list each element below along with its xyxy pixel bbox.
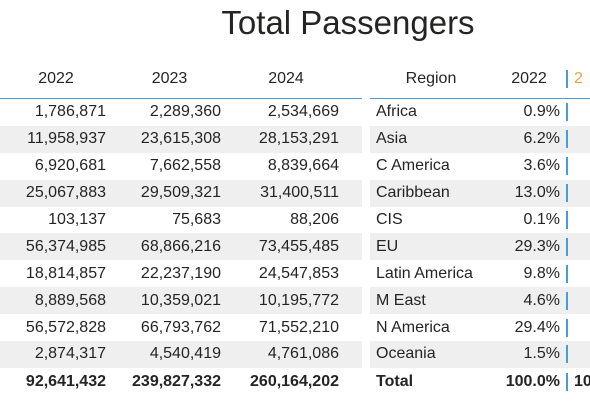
table-cell: 73,455,485 bbox=[258, 237, 339, 255]
table-row[interactable]: Oceania 1.5% bbox=[370, 341, 590, 368]
table-cell: 56,572,828 bbox=[25, 318, 106, 336]
table-header-row: Region 2022 2 bbox=[370, 60, 590, 99]
table-row[interactable]: 56,572,828 66,793,762 71,552,210 bbox=[0, 314, 362, 341]
table-row[interactable]: 18,814,857 22,237,190 24,547,853 bbox=[0, 260, 362, 287]
table-row[interactable]: C America 3.6% bbox=[370, 153, 590, 180]
table-row[interactable]: 1,786,871 2,289,360 2,534,669 bbox=[0, 99, 362, 126]
table-cell: 4,761,086 bbox=[267, 345, 339, 363]
table-row[interactable]: M East 4.6% bbox=[370, 287, 590, 315]
total-cell: 10 bbox=[574, 372, 590, 390]
table-row[interactable]: 56,374,985 68,866,216 73,455,485 bbox=[0, 233, 362, 261]
table-cell: 10,359,021 bbox=[140, 291, 221, 309]
total-cell: 92,641,432 bbox=[25, 372, 106, 390]
column-header-2022[interactable]: 2022 bbox=[38, 70, 74, 87]
table-cell: 2,874,317 bbox=[34, 345, 106, 363]
table-cell: 8,889,568 bbox=[34, 291, 106, 309]
table-cell: 24,547,853 bbox=[258, 264, 339, 282]
total-row: 92,641,432 239,827,332 260,164,202 bbox=[0, 368, 362, 396]
total-cell: 260,164,202 bbox=[250, 372, 339, 390]
share-cell: 1.5% bbox=[492, 345, 568, 364]
table-cell: 56,374,985 bbox=[25, 237, 106, 255]
column-header-2022[interactable]: 2022 bbox=[492, 70, 568, 88]
share-cell: 29.3% bbox=[492, 237, 568, 256]
table-row[interactable]: 103,137 75,683 88,206 bbox=[0, 207, 362, 234]
total-cell: 100.0% bbox=[492, 372, 568, 391]
page-title: Total Passengers bbox=[221, 4, 475, 41]
region-cell: C America bbox=[376, 157, 450, 175]
region-cell: CIS bbox=[376, 211, 403, 228]
table-cell: 75,683 bbox=[172, 211, 221, 228]
total-cell: 239,827,332 bbox=[132, 372, 221, 390]
total-row: Total 100.0% 10 bbox=[370, 368, 590, 396]
table-row[interactable]: Latin America 9.8% bbox=[370, 260, 590, 287]
table-cell: 6,920,681 bbox=[34, 157, 106, 175]
table-row[interactable]: 11,958,937 23,615,308 28,153,291 bbox=[0, 125, 362, 153]
table-header-row: 2022 2023 2024 bbox=[0, 60, 362, 99]
table-cell: 18,814,857 bbox=[25, 264, 106, 282]
table-row[interactable]: 6,920,681 7,662,558 8,839,664 bbox=[0, 153, 362, 180]
passenger-totals-table: 2022 2023 2024 1,786,871 2,289,360 2,534,6… bbox=[0, 60, 362, 396]
region-cell: M East bbox=[376, 291, 426, 309]
table-cell: 71,552,210 bbox=[258, 318, 339, 336]
total-label: Total bbox=[376, 372, 414, 390]
table-row[interactable]: EU 29.3% bbox=[370, 233, 590, 261]
column-header-2024[interactable]: 2024 bbox=[268, 70, 304, 87]
region-cell: Africa bbox=[376, 103, 417, 121]
region-cell: Asia bbox=[376, 130, 408, 148]
share-cell: 6.2% bbox=[492, 130, 568, 149]
table-cell: 68,866,216 bbox=[140, 237, 221, 255]
share-cell: 0.9% bbox=[492, 103, 568, 122]
region-cell: EU bbox=[376, 237, 399, 255]
share-cell: 3.6% bbox=[492, 157, 568, 176]
region-cell: Oceania bbox=[376, 345, 436, 363]
column-header-next-year[interactable]: 2 bbox=[574, 70, 583, 87]
table-cell: 66,793,762 bbox=[140, 318, 221, 336]
table-cell: 29,509,321 bbox=[140, 184, 221, 202]
share-cell: 9.8% bbox=[492, 264, 568, 283]
table-cell: 23,615,308 bbox=[140, 130, 221, 148]
table-cell: 7,662,558 bbox=[149, 157, 221, 175]
table-cell: 28,153,291 bbox=[258, 130, 339, 148]
table-cell: 22,237,190 bbox=[140, 264, 221, 282]
share-cell: 4.6% bbox=[492, 291, 568, 310]
region-cell: Caribbean bbox=[376, 184, 450, 202]
table-cell: 103,137 bbox=[48, 211, 106, 228]
table-cell: 2,289,360 bbox=[149, 103, 221, 121]
table-row[interactable]: Africa 0.9% bbox=[370, 99, 590, 126]
share-cell: 13.0% bbox=[492, 184, 568, 203]
table-cell: 88,206 bbox=[290, 211, 339, 228]
table-cell: 1,786,871 bbox=[34, 103, 106, 121]
column-header-2023[interactable]: 2023 bbox=[151, 70, 188, 87]
table-row[interactable]: Asia 6.2% bbox=[370, 125, 590, 153]
column-header-region[interactable]: Region bbox=[405, 70, 457, 87]
table-cell: 4,540,419 bbox=[149, 345, 221, 363]
table-row[interactable]: 2,874,317 4,540,419 4,761,086 bbox=[0, 341, 362, 368]
region-share-table: Region 2022 2 Africa 0.9% Asia 6.2% C Americ… bbox=[370, 60, 590, 396]
table-cell: 25,067,883 bbox=[25, 184, 106, 202]
table-cell: 31,400,511 bbox=[260, 184, 339, 202]
table-row[interactable]: 25,067,883 29,509,321 31,400,511 bbox=[0, 179, 362, 207]
share-cell: 29.4% bbox=[492, 318, 568, 337]
share-cell: 0.1% bbox=[492, 211, 568, 229]
table-cell: 2,534,669 bbox=[267, 103, 339, 121]
table-row[interactable]: Caribbean 13.0% bbox=[370, 179, 590, 207]
table-row[interactable]: CIS 0.1% bbox=[370, 207, 590, 234]
table-row[interactable]: N America 29.4% bbox=[370, 314, 590, 341]
table-cell: 8,839,664 bbox=[267, 157, 339, 175]
table-cell: 10,195,772 bbox=[258, 291, 339, 309]
region-cell: N America bbox=[376, 318, 450, 336]
table-row[interactable]: 8,889,568 10,359,021 10,195,772 bbox=[0, 287, 362, 315]
region-cell: Latin America bbox=[376, 264, 473, 282]
table-cell: 11,958,937 bbox=[27, 130, 106, 148]
